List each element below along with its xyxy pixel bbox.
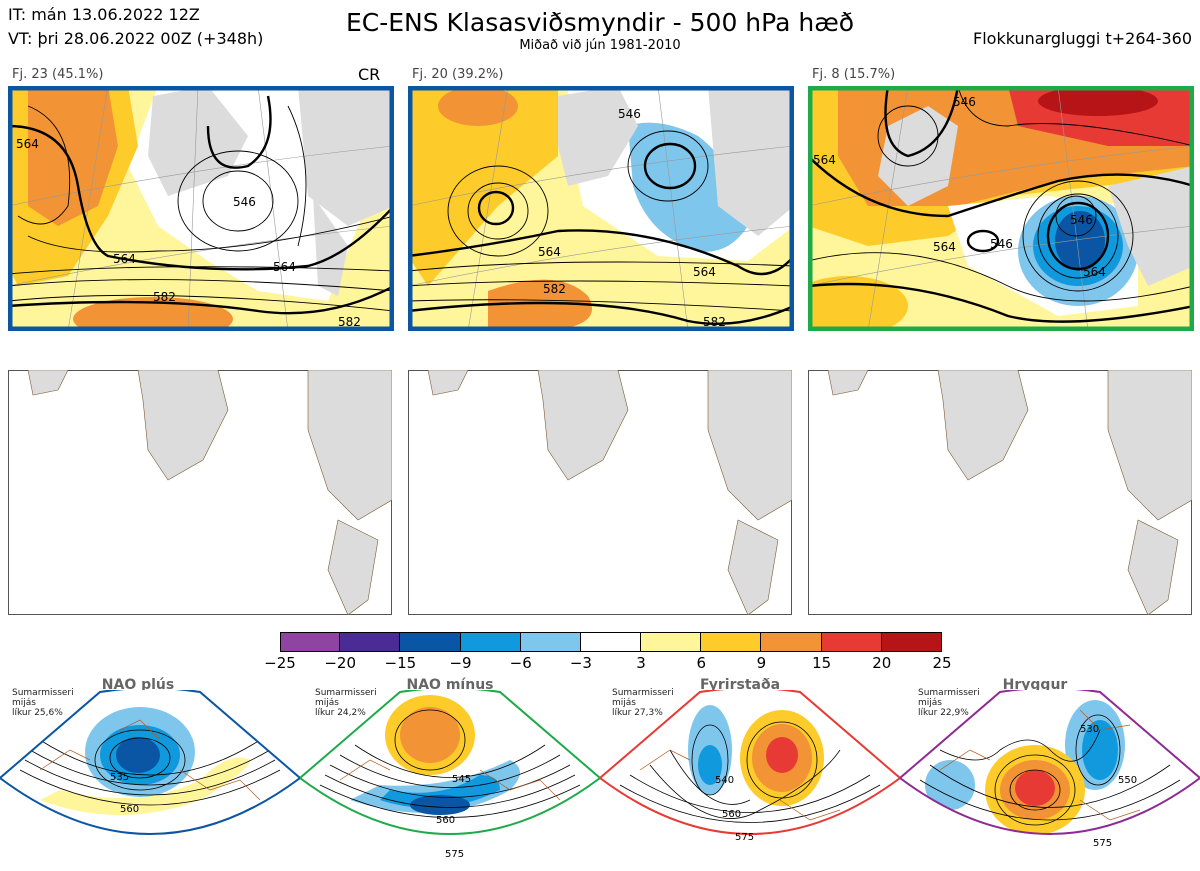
colorbar-tick-label: 6	[696, 654, 707, 672]
regime-nao-plus-map: 535 560	[0, 690, 300, 835]
contour-label: 564	[933, 240, 956, 254]
regime-description: Sumarmisseri mijás líkur 24,2%	[315, 688, 385, 718]
colorbar-segment	[881, 632, 942, 652]
regime-blocking-map: 540 560 575	[600, 690, 900, 843]
contour-label: 564	[1083, 265, 1106, 279]
regime-contour-label: 545	[452, 774, 471, 785]
contour-label: 582	[338, 315, 361, 329]
regime-contour-label: 575	[1093, 838, 1112, 849]
colorbar-tick-label: −6	[509, 654, 532, 672]
regime-nao-minus-map: 545 560 575	[300, 690, 600, 860]
regime-contour-label: 560	[436, 815, 455, 826]
regime-contour-label: 530	[1080, 724, 1099, 735]
contour-label: 546	[233, 195, 256, 209]
regime-description-line: Sumarmisseri	[12, 688, 74, 698]
regime-ridge-map: 530 550 575	[900, 690, 1200, 849]
regime-contour-label: 540	[715, 775, 734, 786]
colorbar-segment	[580, 632, 642, 652]
cluster-1-label: Fj. 23 (45.1%)	[12, 67, 104, 82]
regime-description-line: mijás	[918, 698, 942, 708]
colorbar-segment	[400, 632, 461, 652]
colorbar-tick-label: 9	[756, 654, 767, 672]
colorbar-tick-label: −15	[384, 654, 417, 672]
regime-contour-label: 575	[735, 832, 754, 843]
contour-label: 564	[273, 260, 296, 274]
regime-description: Sumarmisseri mijás líkur 25,6%	[12, 688, 82, 718]
colorbar-segment	[641, 632, 702, 652]
initial-time-label: IT: mán 13.06.2022 12Z	[8, 5, 200, 24]
contour-label: 582	[543, 282, 566, 296]
regime-description-line: mijás	[12, 698, 36, 708]
regime-title: Fyrirstaða	[699, 677, 781, 693]
cluster-1-map: 564 546 564 564 582 582	[8, 86, 394, 331]
contour-label: 546	[1070, 213, 1093, 227]
regime-description-line: mijás	[315, 698, 339, 708]
cluster-3-border	[808, 86, 1194, 331]
cluster-2-map: 546 564 582 564 582	[408, 86, 794, 331]
colorbar-tick-label: 20	[872, 654, 892, 672]
regime-contour-label: 560	[722, 809, 741, 820]
colorbar-segment	[761, 632, 822, 652]
regime-description-line: Sumarmisseri	[612, 688, 674, 698]
valid-time-label: VT: þri 28.06.2022 00Z (+348h)	[8, 29, 264, 48]
colorbar-tick-label: 3	[636, 654, 646, 672]
contour-label: 564	[113, 252, 136, 266]
cluster-1-cr-label: CR	[358, 65, 381, 84]
contour-label: 546	[618, 107, 641, 121]
cluster-2-border	[408, 86, 794, 331]
regime-description-line: líkur 25,6%	[12, 708, 63, 718]
contour-label: 564	[813, 153, 836, 167]
colorbar-segment	[701, 632, 762, 652]
regime-description-line: Sumarmisseri	[918, 688, 980, 698]
colorbar-tick-label: 25	[932, 654, 952, 672]
colorbar-tick-label: −20	[324, 654, 356, 672]
page-subtitle: Miðað við jún 1981-2010	[519, 38, 681, 53]
empty-map-1	[8, 370, 392, 615]
regime-description-line: mijás	[612, 698, 636, 708]
regime-contour-label: 575	[445, 849, 464, 860]
colorbar-tick-label: −25	[264, 654, 296, 672]
colorbar-segment	[280, 632, 341, 652]
regime-description-line: líkur 22,9%	[918, 708, 969, 718]
regime-description: Sumarmisseri mijás líkur 27,3%	[612, 688, 682, 718]
cluster-2-label: Fj. 20 (39.2%)	[412, 67, 504, 82]
anomaly-colorbar	[280, 632, 942, 652]
classification-window-label: Flokkunargluggi t+264-360	[973, 29, 1192, 48]
regime-description-line: Sumarmisseri	[315, 688, 377, 698]
regime-title: Hryggur	[1002, 677, 1068, 693]
contour-label: 582	[703, 315, 726, 329]
regime-contour-label: 550	[1118, 775, 1137, 786]
contour-label: 564	[16, 137, 39, 151]
regime-description-line: líkur 24,2%	[315, 708, 366, 718]
cluster-1-border	[8, 86, 394, 331]
contour-label: 546	[990, 237, 1013, 251]
regime-contour-label: 535	[110, 772, 129, 783]
empty-map-2	[408, 370, 792, 615]
contour-label: 582	[153, 290, 176, 304]
contour-label: 564	[538, 245, 561, 259]
regime-title: NAO mínus	[406, 677, 494, 693]
regime-title: NAO plús	[101, 677, 175, 693]
colorbar-tick-label: 15	[812, 654, 832, 672]
regime-description-line: líkur 27,3%	[612, 708, 663, 718]
contour-label: 564	[693, 265, 716, 279]
colorbar-segment	[460, 632, 521, 652]
empty-map-3	[808, 370, 1192, 615]
colorbar-tick-label: −9	[449, 654, 472, 672]
regime-contour-label: 560	[120, 804, 139, 815]
colorbar-segment	[821, 632, 882, 652]
cluster-3-map: 546 564 546 564 546 564	[808, 86, 1194, 331]
colorbar-segment	[340, 632, 401, 652]
cluster-3-label: Fj. 8 (15.7%)	[812, 67, 896, 82]
colorbar-tick-label: −3	[569, 654, 592, 672]
contour-label: 546	[953, 95, 976, 109]
page-title: EC-ENS Klasasviðsmyndir - 500 hPa hæð	[345, 8, 855, 37]
colorbar-segment	[520, 632, 581, 652]
regime-description: Sumarmisseri mijás líkur 22,9%	[918, 688, 988, 718]
